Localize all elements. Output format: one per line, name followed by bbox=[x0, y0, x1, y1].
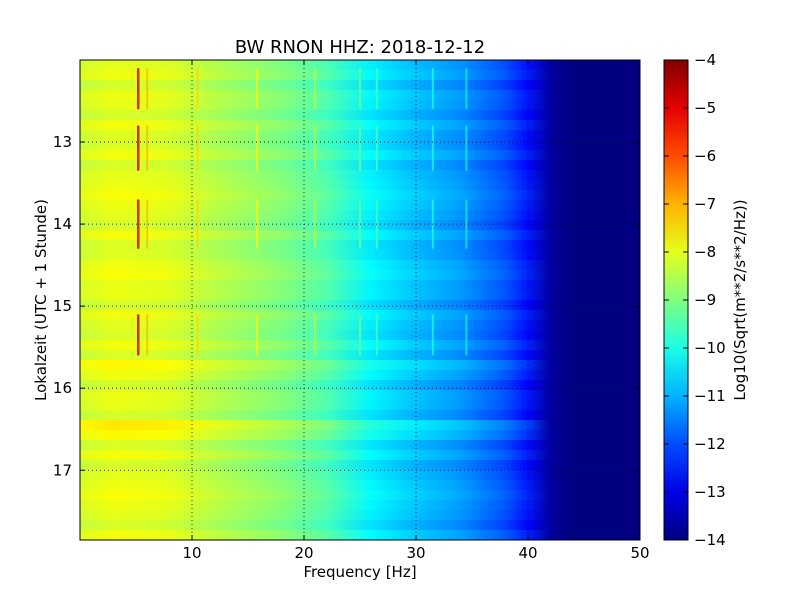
x-tick-label: 30 bbox=[406, 544, 425, 562]
colorbar-tick-label: −5 bbox=[694, 99, 716, 117]
heatmap-row bbox=[80, 180, 640, 191]
colorbar-tick-label: −12 bbox=[694, 435, 726, 453]
heatmap-row bbox=[80, 520, 640, 531]
colorbar: −4 −5 −6 −7 −8 −9 −10 −11 −12 −13 −14 Log10(Sqrt(m… bbox=[663, 51, 749, 549]
heatmap-row bbox=[80, 500, 640, 511]
colorbar-tick-label: −13 bbox=[694, 483, 726, 501]
heatmap-row bbox=[80, 270, 640, 281]
heatmap-row bbox=[80, 290, 640, 301]
heatmap-row bbox=[80, 460, 640, 471]
x-axis-label: Frequency [Hz] bbox=[303, 563, 416, 581]
heatmap-row bbox=[80, 470, 640, 481]
y-tick-label: 15 bbox=[53, 297, 72, 315]
heatmap-row bbox=[80, 510, 640, 521]
x-tick-label: 40 bbox=[518, 544, 537, 562]
heatmap-row bbox=[80, 190, 640, 201]
colorbar-ticks: −4 −5 −6 −7 −8 −9 −10 −11 −12 −13 −14 bbox=[664, 51, 726, 549]
colorbar-tick-label: −4 bbox=[694, 51, 716, 69]
heatmap-row bbox=[80, 120, 640, 131]
spectral-lines bbox=[136, 68, 468, 356]
colorbar-tick-label: −10 bbox=[694, 339, 726, 357]
x-tick-label: 50 bbox=[630, 544, 649, 562]
heatmap-row bbox=[80, 300, 640, 311]
heatmap-row bbox=[80, 60, 640, 71]
x-tick-label: 10 bbox=[182, 544, 201, 562]
heatmap-row bbox=[80, 400, 640, 411]
heatmap-row bbox=[80, 260, 640, 271]
heatmap-row bbox=[80, 370, 640, 381]
x-tick-label: 20 bbox=[294, 544, 313, 562]
colorbar-tick-label: −7 bbox=[694, 195, 716, 213]
colorbar-tick-label: −9 bbox=[694, 291, 716, 309]
x-axis: 10 20 30 40 50 bbox=[182, 60, 650, 562]
colorbar-label: Log10(Sqrt(m**2/s**2/Hz)) bbox=[731, 199, 749, 400]
y-tick-label: 14 bbox=[53, 215, 72, 233]
plot-frame bbox=[79, 59, 641, 541]
heatmap-row bbox=[80, 530, 640, 541]
colorbar-tick-label: −11 bbox=[694, 387, 726, 405]
heatmap-row bbox=[80, 430, 640, 441]
heatmap-row bbox=[80, 410, 640, 421]
heatmap-row bbox=[80, 420, 640, 431]
y-axis: 13 14 15 16 17 bbox=[53, 133, 640, 479]
heatmap-row bbox=[80, 440, 640, 451]
heatmap-row bbox=[80, 480, 640, 491]
y-axis-label: Lokalzeit (UTC + 1 Stunde) bbox=[32, 199, 50, 401]
chart-title: BW RNON HHZ: 2018-12-12 bbox=[235, 37, 485, 58]
colorbar-tick-label: −14 bbox=[694, 531, 726, 549]
y-tick-label: 13 bbox=[53, 133, 72, 151]
colorbar-tick-label: −6 bbox=[694, 147, 716, 165]
heatmap-row bbox=[80, 280, 640, 291]
grid bbox=[80, 60, 640, 540]
heatmap bbox=[80, 60, 640, 541]
heatmap-row bbox=[80, 380, 640, 391]
heatmap-row bbox=[80, 170, 640, 181]
y-tick-label: 16 bbox=[53, 379, 72, 397]
y-tick-label: 17 bbox=[53, 461, 72, 479]
heatmap-row bbox=[80, 110, 640, 121]
heatmap-row bbox=[80, 490, 640, 501]
heatmap-row bbox=[80, 250, 640, 261]
colorbar-tick-label: −8 bbox=[694, 243, 716, 261]
heatmap-row bbox=[80, 360, 640, 371]
heatmap-row bbox=[80, 450, 640, 461]
heatmap-row bbox=[80, 390, 640, 401]
